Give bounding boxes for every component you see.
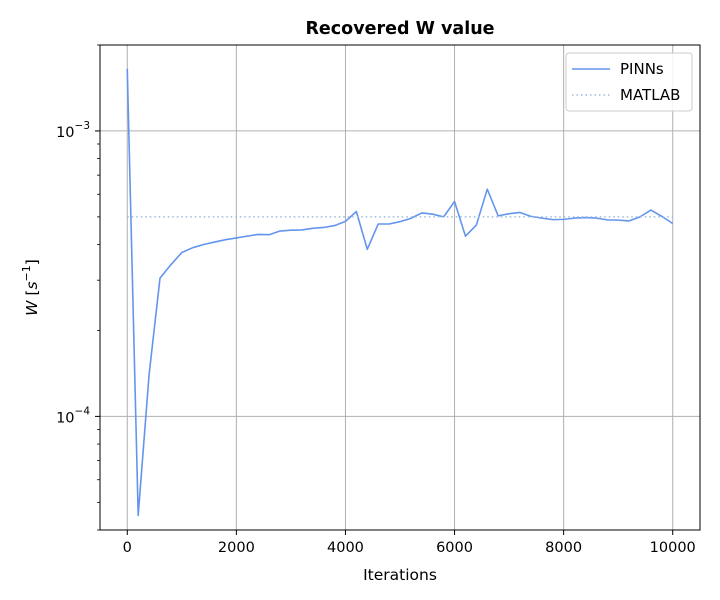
series-layer: [126, 68, 674, 517]
y-tick-label: 10−4: [56, 405, 90, 426]
x-tick-label: 0: [123, 540, 132, 556]
y-tick-exponent: −3: [75, 120, 90, 132]
y-tick-exponent: −4: [75, 405, 91, 417]
grid: [100, 45, 700, 530]
x-tick-label: 2000: [218, 540, 255, 556]
legend-label-pinns: PINNs: [620, 60, 664, 78]
y-axis-label: W [s−1]: [20, 259, 41, 316]
series-line-pinns: [126, 68, 674, 517]
y-axis-unit-open: [: [23, 290, 41, 301]
x-axis-label: Iterations: [363, 566, 437, 584]
y-tick-label: 10−3: [56, 120, 90, 141]
y-axis-unit: s: [23, 281, 41, 289]
y-tick-base: 10: [56, 125, 74, 141]
legend-label-matlab: MATLAB: [620, 86, 680, 104]
y-axis-unit-close: ]: [23, 259, 41, 265]
x-tick-label: 4000: [327, 540, 364, 556]
plot-frame: [99, 44, 701, 531]
x-tick-label: 10000: [650, 540, 696, 556]
legend-box: [565, 52, 693, 112]
x-tick-label: 8000: [545, 540, 582, 556]
y-axis-unit-exponent: −1: [20, 265, 33, 281]
chart-title: Recovered W value: [305, 19, 494, 39]
legend: PINNs MATLAB: [565, 52, 693, 112]
y-axis-symbol: W: [23, 300, 41, 316]
x-tick-label: 6000: [436, 540, 473, 556]
y-tick-base: 10: [56, 410, 74, 426]
